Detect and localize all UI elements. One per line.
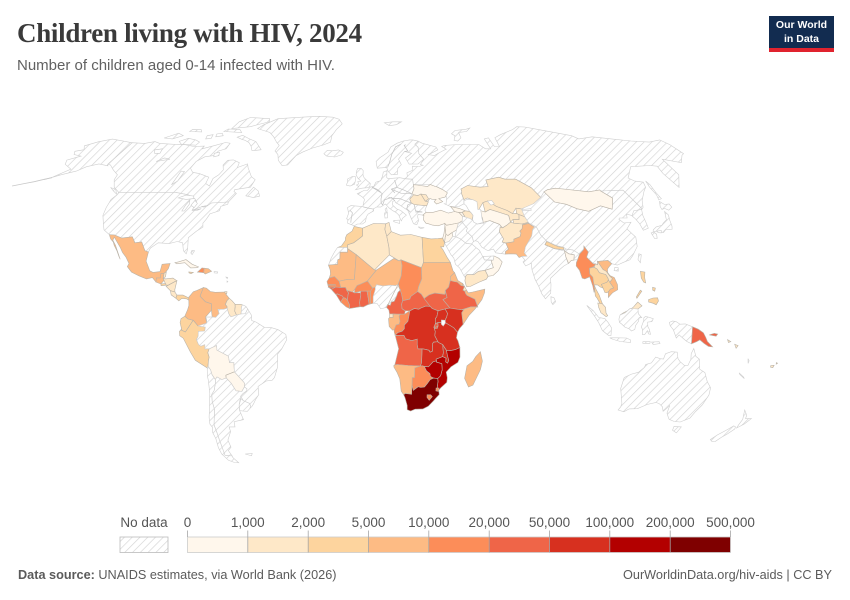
svg-text:500,000: 500,000: [706, 515, 755, 530]
svg-text:20,000: 20,000: [469, 515, 510, 530]
svg-text:2,000: 2,000: [291, 515, 325, 530]
svg-text:50,000: 50,000: [529, 515, 570, 530]
svg-text:5,000: 5,000: [352, 515, 386, 530]
svg-text:200,000: 200,000: [646, 515, 695, 530]
svg-text:1,000: 1,000: [231, 515, 265, 530]
svg-text:0: 0: [184, 515, 192, 530]
svg-text:100,000: 100,000: [585, 515, 634, 530]
svg-text:No data: No data: [120, 515, 168, 530]
svg-text:10,000: 10,000: [408, 515, 449, 530]
